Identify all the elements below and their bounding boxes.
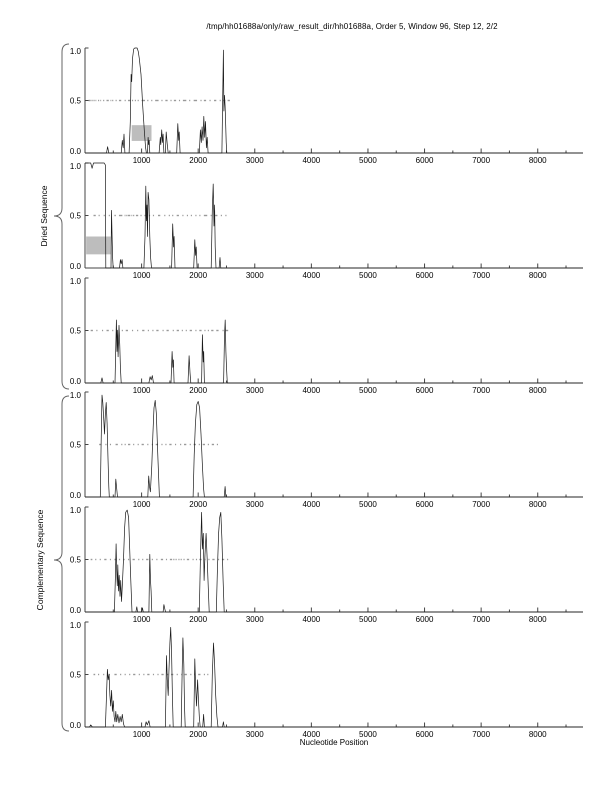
x-tick-label: 4000 [302,156,320,165]
axes [84,277,583,384]
x-tick-label: 8000 [529,500,547,509]
x-tick-label: 2000 [189,615,207,624]
y-tick-label: 1.0 [70,47,82,56]
x-tick-label: 1000 [133,386,151,395]
x-tick-label: 3000 [246,500,264,509]
x-tick-label: 1000 [133,500,151,509]
x-tick-label: 2000 [189,730,207,739]
panel-6: 1000 2000 3000 4000 5000 6000 7000 8000 0.0 0.5 1.… [70,621,583,739]
x-tick-label: 6000 [416,156,434,165]
signal-curve [85,47,583,154]
x-tick-label: 7000 [472,386,490,395]
x-tick-label: 5000 [359,386,377,395]
x-tick-label: 8000 [529,386,547,395]
brace-dried-sequence [53,43,70,390]
x-tick-label: 6000 [416,500,434,509]
x-tick-label: 7000 [472,500,490,509]
x-tick-label: 8000 [529,271,547,280]
x-tick-label: 2000 [189,386,207,395]
x-tick-label: 6000 [416,615,434,624]
x-tick-label: 5000 [359,615,377,624]
signal-curve [85,319,583,384]
panel-2: 1000 2000 3000 4000 5000 6000 7000 8000 0.0 0.5 1.… [70,162,583,280]
y-tick-label: 0.0 [70,377,82,386]
highlight-region [131,125,152,141]
panel-1: 1000 2000 3000 4000 5000 6000 7000 8000 0.0 0.5 1.… [70,47,583,165]
axes [84,391,583,498]
panel-3: 1000 2000 3000 4000 5000 6000 7000 8000 0.0 0.5 1.… [70,277,583,395]
x-tick-label: 4000 [302,386,320,395]
signal-curve [85,162,583,269]
y-tick-label: 0.5 [70,212,82,221]
y-tick-label: 0.5 [70,441,82,450]
x-tick-label: 6000 [416,271,434,280]
y-tick-label: 0.0 [70,606,82,615]
x-tick-label: 4000 [302,271,320,280]
x-tick-label: 3000 [246,386,264,395]
x-tick-label: 7000 [472,730,490,739]
y-tick-label: 0.0 [70,721,82,730]
axes [84,621,583,728]
x-tick-label: 1000 [133,271,151,280]
highlight-region [86,236,111,255]
x-tick-label: 8000 [529,156,547,165]
panel-4: 1000 2000 3000 4000 5000 6000 7000 8000 0.0 0.5 1.… [70,391,583,509]
panel-5: 1000 2000 3000 4000 5000 6000 7000 8000 0.0 0.5 1.… [70,506,583,624]
brace-complementary-sequence [53,395,70,732]
x-tick-label: 2000 [189,156,207,165]
y-tick-label: 0.0 [70,491,82,500]
y-tick-label: 0.0 [70,147,82,156]
x-tick-label: 8000 [529,730,547,739]
x-tick-label: 4000 [302,615,320,624]
x-tick-label: 3000 [246,730,264,739]
y-tick-label: 1.0 [70,621,82,630]
x-tick-label: 4000 [302,730,320,739]
axes [84,506,583,613]
figure-title: /tmp/hh01688a/only/raw_result_dir/hh0168… [206,22,498,31]
y-tick-label: 0.5 [70,671,82,680]
x-tick-label: 1000 [133,615,151,624]
x-tick-label: 4000 [302,500,320,509]
axes [84,47,583,154]
x-tick-label: 2000 [189,271,207,280]
x-tick-label: 8000 [529,615,547,624]
x-tick-label: 6000 [416,730,434,739]
signal-curve [85,509,583,613]
x-tick-label: 6000 [416,386,434,395]
y-tick-label: 1.0 [70,391,82,400]
x-tick-label: 3000 [246,615,264,624]
x-tick-label: 1000 [133,730,151,739]
x-axis-label: Nucleotide Position [299,738,369,747]
x-tick-label: 3000 [246,271,264,280]
x-tick-label: 5000 [359,500,377,509]
x-tick-label: 7000 [472,271,490,280]
y-tick-label: 0.5 [70,327,82,336]
group-label-dried-sequence: Dried Sequence [39,185,49,247]
signal-curve [85,394,583,498]
signal-curve [85,626,583,728]
x-tick-label: 7000 [472,156,490,165]
y-tick-label: 1.0 [70,277,82,286]
x-tick-label: 1000 [133,156,151,165]
y-tick-label: 0.5 [70,97,82,106]
x-tick-label: 5000 [359,271,377,280]
group-label-complementary-sequence: Complementary Sequence [35,509,45,611]
y-tick-label: 0.5 [70,556,82,565]
x-tick-label: 3000 [246,156,264,165]
x-tick-label: 5000 [359,156,377,165]
x-tick-label: 5000 [359,730,377,739]
x-tick-label: 2000 [189,500,207,509]
y-tick-label: 1.0 [70,506,82,515]
y-tick-label: 1.0 [70,162,82,171]
y-tick-label: 0.0 [70,262,82,271]
x-tick-label: 7000 [472,615,490,624]
